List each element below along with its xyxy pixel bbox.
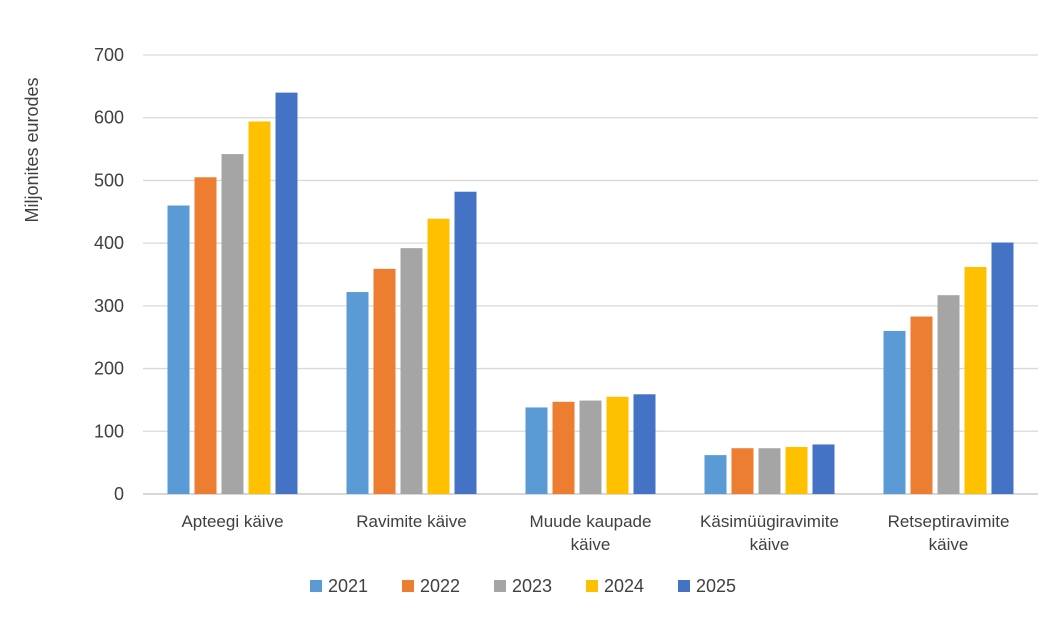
bar-2024-4 bbox=[785, 446, 808, 494]
y-tick-label: 600 bbox=[94, 108, 124, 128]
y-axis-label: Miljonites eurodes bbox=[22, 77, 42, 222]
bar-2023-2 bbox=[400, 248, 423, 494]
legend-label-2023: 2023 bbox=[512, 576, 552, 596]
x-category-label-line: Muude kaupade bbox=[530, 512, 652, 531]
y-tick-label: 200 bbox=[94, 359, 124, 379]
y-tick-label: 0 bbox=[114, 484, 124, 504]
x-category-label-line: Ravimite käive bbox=[356, 512, 467, 531]
legend-label-2021: 2021 bbox=[328, 576, 368, 596]
bar-2022-5 bbox=[910, 316, 933, 494]
legend-swatch-2021 bbox=[310, 580, 322, 592]
x-category-label-line: Apteegi käive bbox=[181, 512, 283, 531]
y-tick-label: 500 bbox=[94, 170, 124, 190]
y-tick-label: 400 bbox=[94, 233, 124, 253]
legend-swatch-2024 bbox=[586, 580, 598, 592]
legend-label-2024: 2024 bbox=[604, 576, 644, 596]
bar-2022-2 bbox=[373, 268, 396, 494]
x-category-label-line: Retseptiravimite bbox=[888, 512, 1010, 531]
bar-2024-3 bbox=[606, 396, 629, 494]
legend-swatch-2023 bbox=[494, 580, 506, 592]
x-category-label: Käsimüügiravimite käive bbox=[700, 512, 839, 554]
x-category-label-line: Käsimüügiravimite bbox=[700, 512, 839, 531]
legend: 2021 2022 2023 2024 2025 bbox=[310, 576, 736, 596]
x-category-label-line: käive bbox=[571, 535, 611, 554]
bar-2022-1 bbox=[194, 177, 217, 495]
bar-2025-1 bbox=[275, 92, 298, 494]
x-category-label: Retseptiravimite käive bbox=[888, 512, 1010, 554]
bar-2023-3 bbox=[579, 400, 602, 494]
bar-2021-3 bbox=[525, 407, 548, 494]
bar-2023-5 bbox=[937, 295, 960, 494]
x-category-label-line: käive bbox=[750, 535, 790, 554]
bar-2022-3 bbox=[552, 401, 575, 494]
bar-2025-3 bbox=[633, 394, 656, 494]
bar-2025-5 bbox=[991, 242, 1014, 494]
bar-2023-4 bbox=[758, 448, 781, 494]
legend-swatch-2025 bbox=[678, 580, 690, 592]
x-category-label: Muude kaupade käive bbox=[530, 512, 652, 554]
x-axis-categories: Apteegi käive Ravimite käive Muude kaupade… bbox=[181, 512, 1009, 554]
y-tick-label: 700 bbox=[94, 45, 124, 65]
legend-label-2025: 2025 bbox=[696, 576, 736, 596]
bar-2021-5 bbox=[883, 330, 906, 494]
y-tick-label: 100 bbox=[94, 421, 124, 441]
x-category-label: Ravimite käive bbox=[356, 512, 467, 531]
bar-2021-2 bbox=[346, 292, 369, 494]
bar-2024-2 bbox=[427, 218, 450, 495]
x-category-label: Apteegi käive bbox=[181, 512, 283, 531]
bar-2021-1 bbox=[167, 205, 190, 494]
y-tick-label: 300 bbox=[94, 296, 124, 316]
bar-2024-5 bbox=[964, 266, 987, 494]
legend-label-2022: 2022 bbox=[420, 576, 460, 596]
legend-swatch-2022 bbox=[402, 580, 414, 592]
x-category-label-line: käive bbox=[929, 535, 969, 554]
bars bbox=[167, 92, 1014, 495]
bar-2022-4 bbox=[731, 448, 754, 494]
bar-2023-1 bbox=[221, 154, 244, 495]
y-axis-ticks: 0 100 200 300 400 500 600 700 bbox=[94, 45, 124, 504]
bar-2025-2 bbox=[454, 191, 477, 494]
bar-2024-1 bbox=[248, 121, 271, 494]
bar-2021-4 bbox=[704, 455, 727, 494]
bar-2025-4 bbox=[812, 444, 835, 494]
